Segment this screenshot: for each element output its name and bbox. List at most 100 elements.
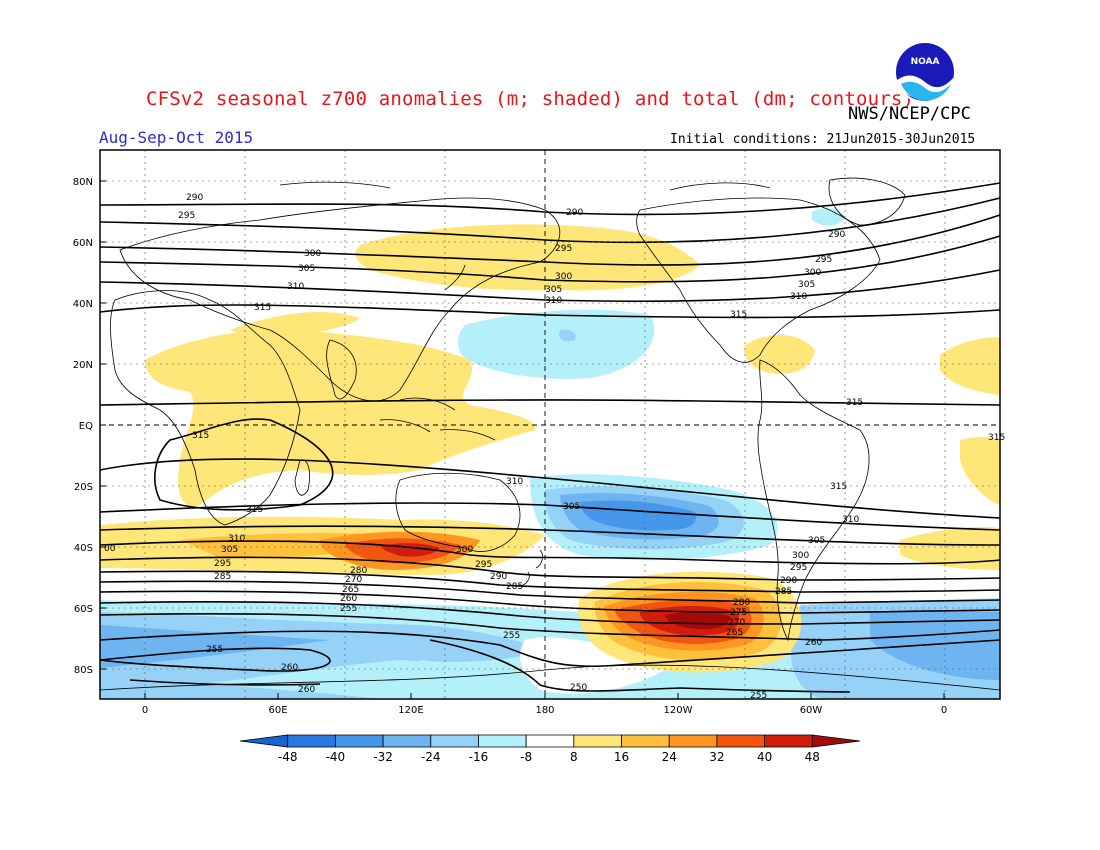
contour-label-290c: 290: [828, 230, 845, 240]
contour-label-310-e: 310: [842, 515, 859, 525]
agency-label: NWS/NCEP/CPC: [848, 104, 971, 124]
lat-label-20n: 20N: [73, 360, 93, 371]
anomaly-shading: [100, 208, 1000, 699]
contour-label-255-e: 255: [750, 691, 767, 701]
coastlines: [99, 177, 1001, 691]
contour-label-315-sa: 315: [830, 482, 847, 492]
contour-label-255-pac: 255: [503, 631, 520, 641]
lat-label-20s: 20S: [74, 482, 93, 493]
longitude-labels: 0 60E 120E 180 120W 60W 0: [142, 705, 947, 716]
colorbar-swatch: [430, 734, 479, 748]
contour-label-285-sp: 285: [506, 582, 523, 592]
contour-label-275-sp: 275: [730, 608, 747, 618]
contour-label-285-s: 285: [214, 572, 231, 582]
map-title: CFSv2 seasonal z700 anomalies (m; shaded…: [146, 88, 915, 110]
colorbar-label: -48: [278, 750, 298, 764]
contour-labels: 290 295 300 305 310 315 290 295 300 305 …: [104, 193, 1005, 701]
lat-label-40s: 40S: [74, 543, 93, 554]
contour-label-315: 315: [254, 303, 271, 313]
contour-label-300: 300: [304, 249, 321, 259]
contour-label-300c: 300: [804, 268, 821, 278]
colorbar-label: 32: [709, 750, 724, 764]
contour-label-295-sp: 295: [475, 560, 492, 570]
contour-label-260-w: 260: [340, 594, 357, 604]
contour-label-290: 290: [186, 193, 203, 203]
lat-label-60s: 60S: [74, 604, 93, 615]
colorbar-label: 8: [570, 750, 578, 764]
colorbar-swatch: [478, 734, 527, 748]
contour-label-255-w: 255: [340, 604, 357, 614]
contour-label-310c: 310: [790, 292, 807, 302]
grid-lines: [100, 150, 1000, 699]
colorbar-swatch: [525, 734, 575, 748]
contour-label-270-w: 270: [345, 575, 362, 585]
lon-label-180: 180: [535, 705, 554, 716]
colorbar-swatch: [382, 734, 432, 748]
colorbar-label: -16: [469, 750, 489, 764]
colorbar-swatch: [716, 734, 766, 748]
noaa-logo: NOAA: [894, 41, 956, 103]
lon-label-120w: 120W: [664, 705, 693, 716]
contour-label-315-africa: 315: [192, 431, 209, 441]
reference-lines: [100, 150, 1000, 699]
logo-text: NOAA: [911, 57, 940, 67]
contour-label-270-sp: 270: [728, 618, 745, 628]
contour-label-310b: 310: [545, 296, 562, 306]
contour-label-300b: 300: [555, 272, 572, 282]
lat-label-80s: 80S: [74, 665, 93, 676]
colorbar-label: 24: [662, 750, 677, 764]
contour-label-315-sio: 315: [246, 505, 263, 515]
contour-label-290b: 290: [566, 208, 583, 218]
colorbar-swatch: [573, 734, 622, 748]
colorbar-swatch: [239, 734, 289, 748]
lon-ticks: [144, 693, 945, 699]
contour-label-305-e: 305: [808, 536, 825, 546]
lon-label-0-right: 0: [941, 705, 947, 716]
lon-label-120e: 120E: [398, 705, 423, 716]
contour-label-300-edge: 00: [104, 544, 116, 554]
initial-conditions-label: Initial conditions: 21Jun2015-30Jun2015: [670, 132, 976, 147]
colorbar-label: -24: [421, 750, 441, 764]
colorbar-swatch: [668, 734, 718, 748]
colorbar-swatch: [764, 734, 813, 748]
contour-label-305b: 305: [545, 285, 562, 295]
colorbar-label: 16: [614, 750, 629, 764]
lat-label-40n: 40N: [73, 299, 93, 310]
contour-label-255-ant: 255: [206, 645, 223, 655]
contour-label-295c: 295: [815, 255, 832, 265]
colorbar-label: 48: [805, 750, 820, 764]
colorbar-label: 40: [757, 750, 772, 764]
contour-label-285-e: 285: [775, 587, 792, 597]
colorbar: -48 -40 -32 -24 -16 -8 8 16 24 32 40 48: [239, 734, 861, 764]
contour-label-260-ant2: 260: [298, 685, 315, 695]
colorbar-label: -40: [326, 750, 346, 764]
lon-label-60w: 60W: [800, 705, 823, 716]
contour-label-305-sp: 305: [563, 502, 580, 512]
lat-label-80n: 80N: [73, 177, 93, 188]
contour-label-280-sp: 280: [733, 598, 750, 608]
lon-label-0: 0: [142, 705, 148, 716]
lon-label-60e: 60E: [268, 705, 287, 716]
contour-label-300-sp: 300: [456, 545, 473, 555]
colorbar-swatch: [287, 734, 336, 748]
contour-label-280-w: 280: [350, 566, 367, 576]
contour-label-265-w: 265: [342, 585, 359, 595]
contour-label-290-sp: 290: [490, 572, 507, 582]
contour-label-300-e: 300: [792, 551, 809, 561]
contour-label-295-s: 295: [214, 559, 231, 569]
contour-label-305: 305: [298, 264, 315, 274]
contour-label-310: 310: [287, 282, 304, 292]
lat-label-60n: 60N: [73, 238, 93, 249]
contour-label-260-ant: 260: [281, 663, 298, 673]
contour-label-305-s: 305: [221, 545, 238, 555]
contour-label-265-sp: 265: [726, 628, 743, 638]
latitude-labels: 80N 60N 40N 20N EQ 20S 40S 60S 80S: [73, 177, 93, 676]
season-label: Aug-Sep-Oct 2015: [99, 128, 254, 147]
contour-label-315-edge: 315: [988, 433, 1005, 443]
contour-label-310-s: 310: [228, 534, 245, 544]
contour-label-315-atl: 315: [846, 398, 863, 408]
contour-label-310-sp: 310: [506, 477, 523, 487]
colorbar-swatch: [811, 734, 861, 748]
colorbar-label: -8: [520, 750, 532, 764]
